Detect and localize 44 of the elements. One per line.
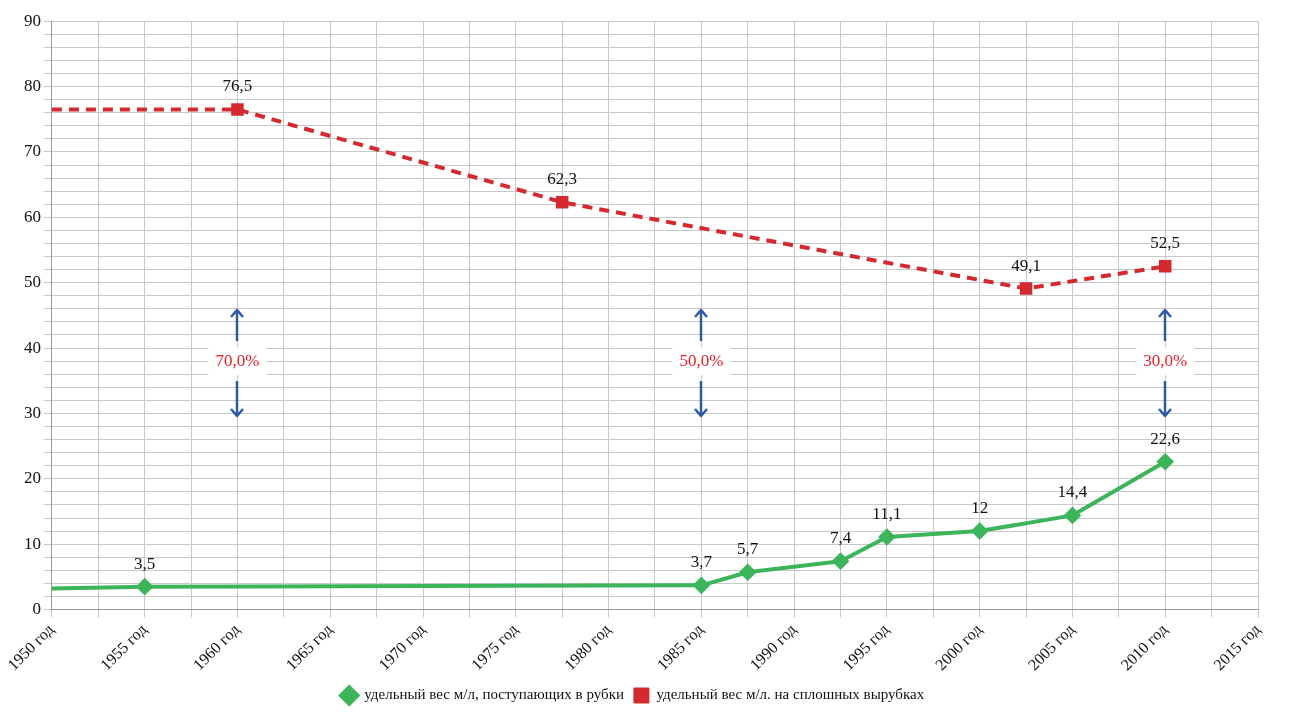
x-tick-label: 1960 год (189, 620, 244, 675)
data-label: 62,3 (547, 169, 578, 189)
point (1019, 282, 1033, 295)
x-tick-label: 1950 год (4, 620, 58, 675)
point (971, 523, 988, 540)
point (555, 196, 569, 209)
y-tick-label: 90 (23, 10, 41, 30)
data-label: 5,7 (737, 539, 759, 559)
legend-label: удельный вес м/л, поступающих в рубки (364, 686, 624, 703)
data-label: 7,4 (829, 528, 852, 548)
y-tick-label: 20 (23, 468, 41, 488)
data-label: 49,1 (1011, 255, 1041, 275)
point (231, 103, 244, 116)
annotation: 30,0% (1143, 350, 1188, 370)
data-label: 22,6 (1150, 428, 1181, 448)
data-label: 3,5 (134, 553, 156, 573)
y-tick-label: 10 (23, 533, 41, 553)
point (1064, 507, 1081, 524)
point (136, 578, 153, 595)
x-tick-label: 1980 год (560, 620, 615, 675)
data-label: 76,5 (222, 76, 253, 96)
data-label: 14,4 (1057, 482, 1088, 502)
data-label: 52,5 (1150, 233, 1181, 253)
point (1157, 453, 1174, 470)
y-tick-label: 50 (23, 272, 41, 292)
point (739, 564, 756, 581)
x-tick-label: 1990 год (746, 620, 800, 675)
data-label: 3,7 (690, 552, 713, 572)
data-label: 12 (971, 498, 989, 518)
y-tick-label: 80 (23, 76, 41, 96)
y-tick-label: 30 (23, 402, 41, 422)
point (878, 528, 895, 545)
annotation: 50,0% (679, 350, 724, 370)
point (1158, 260, 1172, 273)
y-tick-label: 60 (23, 206, 41, 226)
data-label: 11,1 (872, 503, 902, 523)
point (832, 553, 849, 570)
y-tick-label: 40 (23, 337, 41, 357)
x-tick-label: 1970 год (375, 620, 429, 675)
y-tick-label: 0 (32, 598, 41, 618)
y-tick-label: 70 (23, 141, 41, 161)
legend-label: удельный вес м/л. на сплошных вырубках (656, 686, 925, 703)
annotation: 70,0% (215, 350, 260, 370)
point (693, 577, 710, 594)
